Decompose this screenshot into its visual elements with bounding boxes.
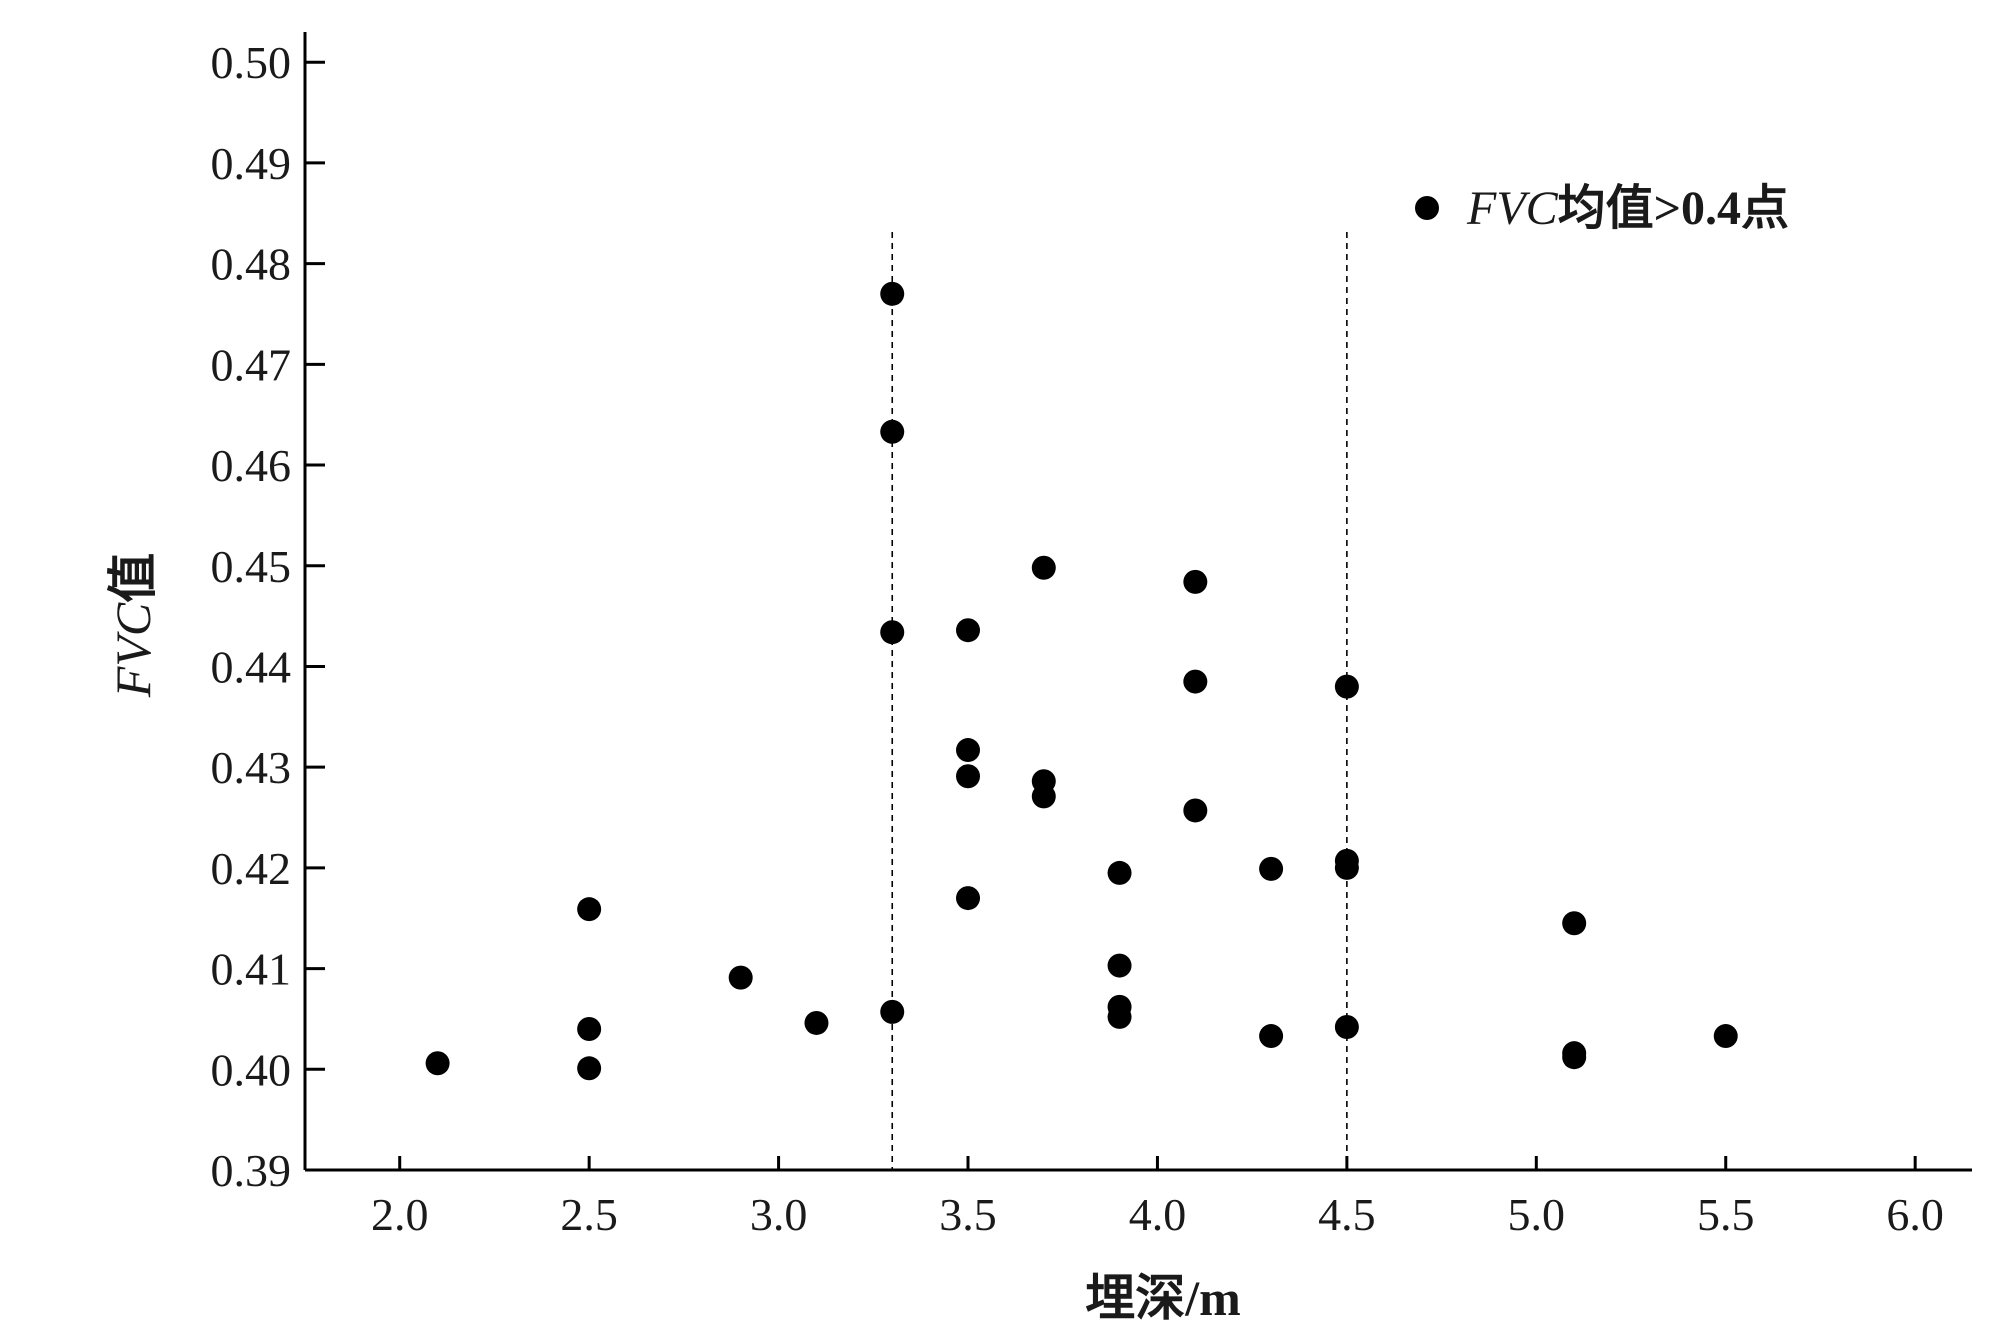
data-point xyxy=(1259,1024,1284,1049)
y-tick-label: 0.43 xyxy=(211,742,292,793)
y-tick-label: 0.40 xyxy=(211,1044,292,1095)
y-axis-title-italic: FVC xyxy=(105,602,161,698)
data-point xyxy=(880,999,905,1024)
y-tick-label: 0.44 xyxy=(211,641,292,692)
x-tick-label: 5.5 xyxy=(1697,1189,1755,1240)
y-tick-label: 0.45 xyxy=(211,541,292,592)
ticks: 2.0 2.5 3.0 3.5 4.0 4.5 5.0 5.5 6.0 0.39 0.40 0.41 0… xyxy=(211,37,1944,1240)
data-point xyxy=(577,1056,602,1081)
x-axis-title: 埋深/m xyxy=(1085,1270,1241,1326)
data-point xyxy=(1031,555,1056,580)
y-tick-label: 0.48 xyxy=(211,239,292,290)
x-tick-label: 3.5 xyxy=(939,1189,997,1240)
legend-label: FVC均值>0.4点 xyxy=(1466,182,1789,235)
legend: FVC均值>0.4点 xyxy=(1415,182,1789,235)
data-point xyxy=(577,1017,602,1042)
data-point xyxy=(956,618,981,643)
x-tick-label: 5.0 xyxy=(1508,1189,1566,1240)
data-point xyxy=(1713,1024,1738,1049)
y-axis-title-rest: 值 xyxy=(105,553,161,603)
x-tick-label: 2.0 xyxy=(371,1189,429,1240)
data-point xyxy=(956,738,981,763)
y-axis-title: FVC值 xyxy=(105,553,161,698)
data-point xyxy=(1183,669,1208,694)
data-point xyxy=(1259,856,1284,881)
data-point xyxy=(1107,860,1132,885)
x-tick-label: 4.0 xyxy=(1129,1189,1187,1240)
y-tick-label: 0.41 xyxy=(211,944,292,995)
y-tick-label: 0.42 xyxy=(211,843,292,894)
data-point xyxy=(880,620,905,645)
x-tick-label: 6.0 xyxy=(1886,1189,1944,1240)
data-point xyxy=(728,965,753,990)
x-tick-label: 4.5 xyxy=(1318,1189,1376,1240)
x-tick-label: 3.0 xyxy=(750,1189,808,1240)
data-point xyxy=(956,886,981,911)
y-tick-label: 0.49 xyxy=(211,138,292,189)
data-point xyxy=(577,897,602,922)
data-point xyxy=(1562,1045,1587,1070)
data-point xyxy=(880,419,905,444)
data-point xyxy=(1107,953,1132,978)
x-tick-label: 2.5 xyxy=(560,1189,618,1240)
legend-label-rest: 均值>0.4点 xyxy=(1558,182,1789,235)
data-point xyxy=(1183,798,1208,823)
data-point xyxy=(1031,784,1056,809)
data-point xyxy=(804,1010,829,1035)
data-point xyxy=(1334,674,1359,699)
y-tick-label: 0.50 xyxy=(211,37,292,88)
data-point xyxy=(1334,855,1359,880)
axes xyxy=(303,32,1972,1172)
data-point xyxy=(880,281,905,306)
y-tick-label: 0.46 xyxy=(211,440,292,491)
data-point xyxy=(425,1051,450,1076)
data-points xyxy=(425,281,1738,1081)
data-point xyxy=(1183,569,1208,594)
data-point xyxy=(1562,911,1587,936)
y-tick-label: 0.47 xyxy=(211,339,292,390)
data-point xyxy=(956,764,981,789)
data-point xyxy=(1107,1004,1132,1029)
data-point xyxy=(1334,1014,1359,1039)
legend-label-italic: FVC xyxy=(1466,182,1559,235)
y-tick-label: 0.39 xyxy=(211,1145,292,1196)
legend-marker xyxy=(1415,196,1439,220)
